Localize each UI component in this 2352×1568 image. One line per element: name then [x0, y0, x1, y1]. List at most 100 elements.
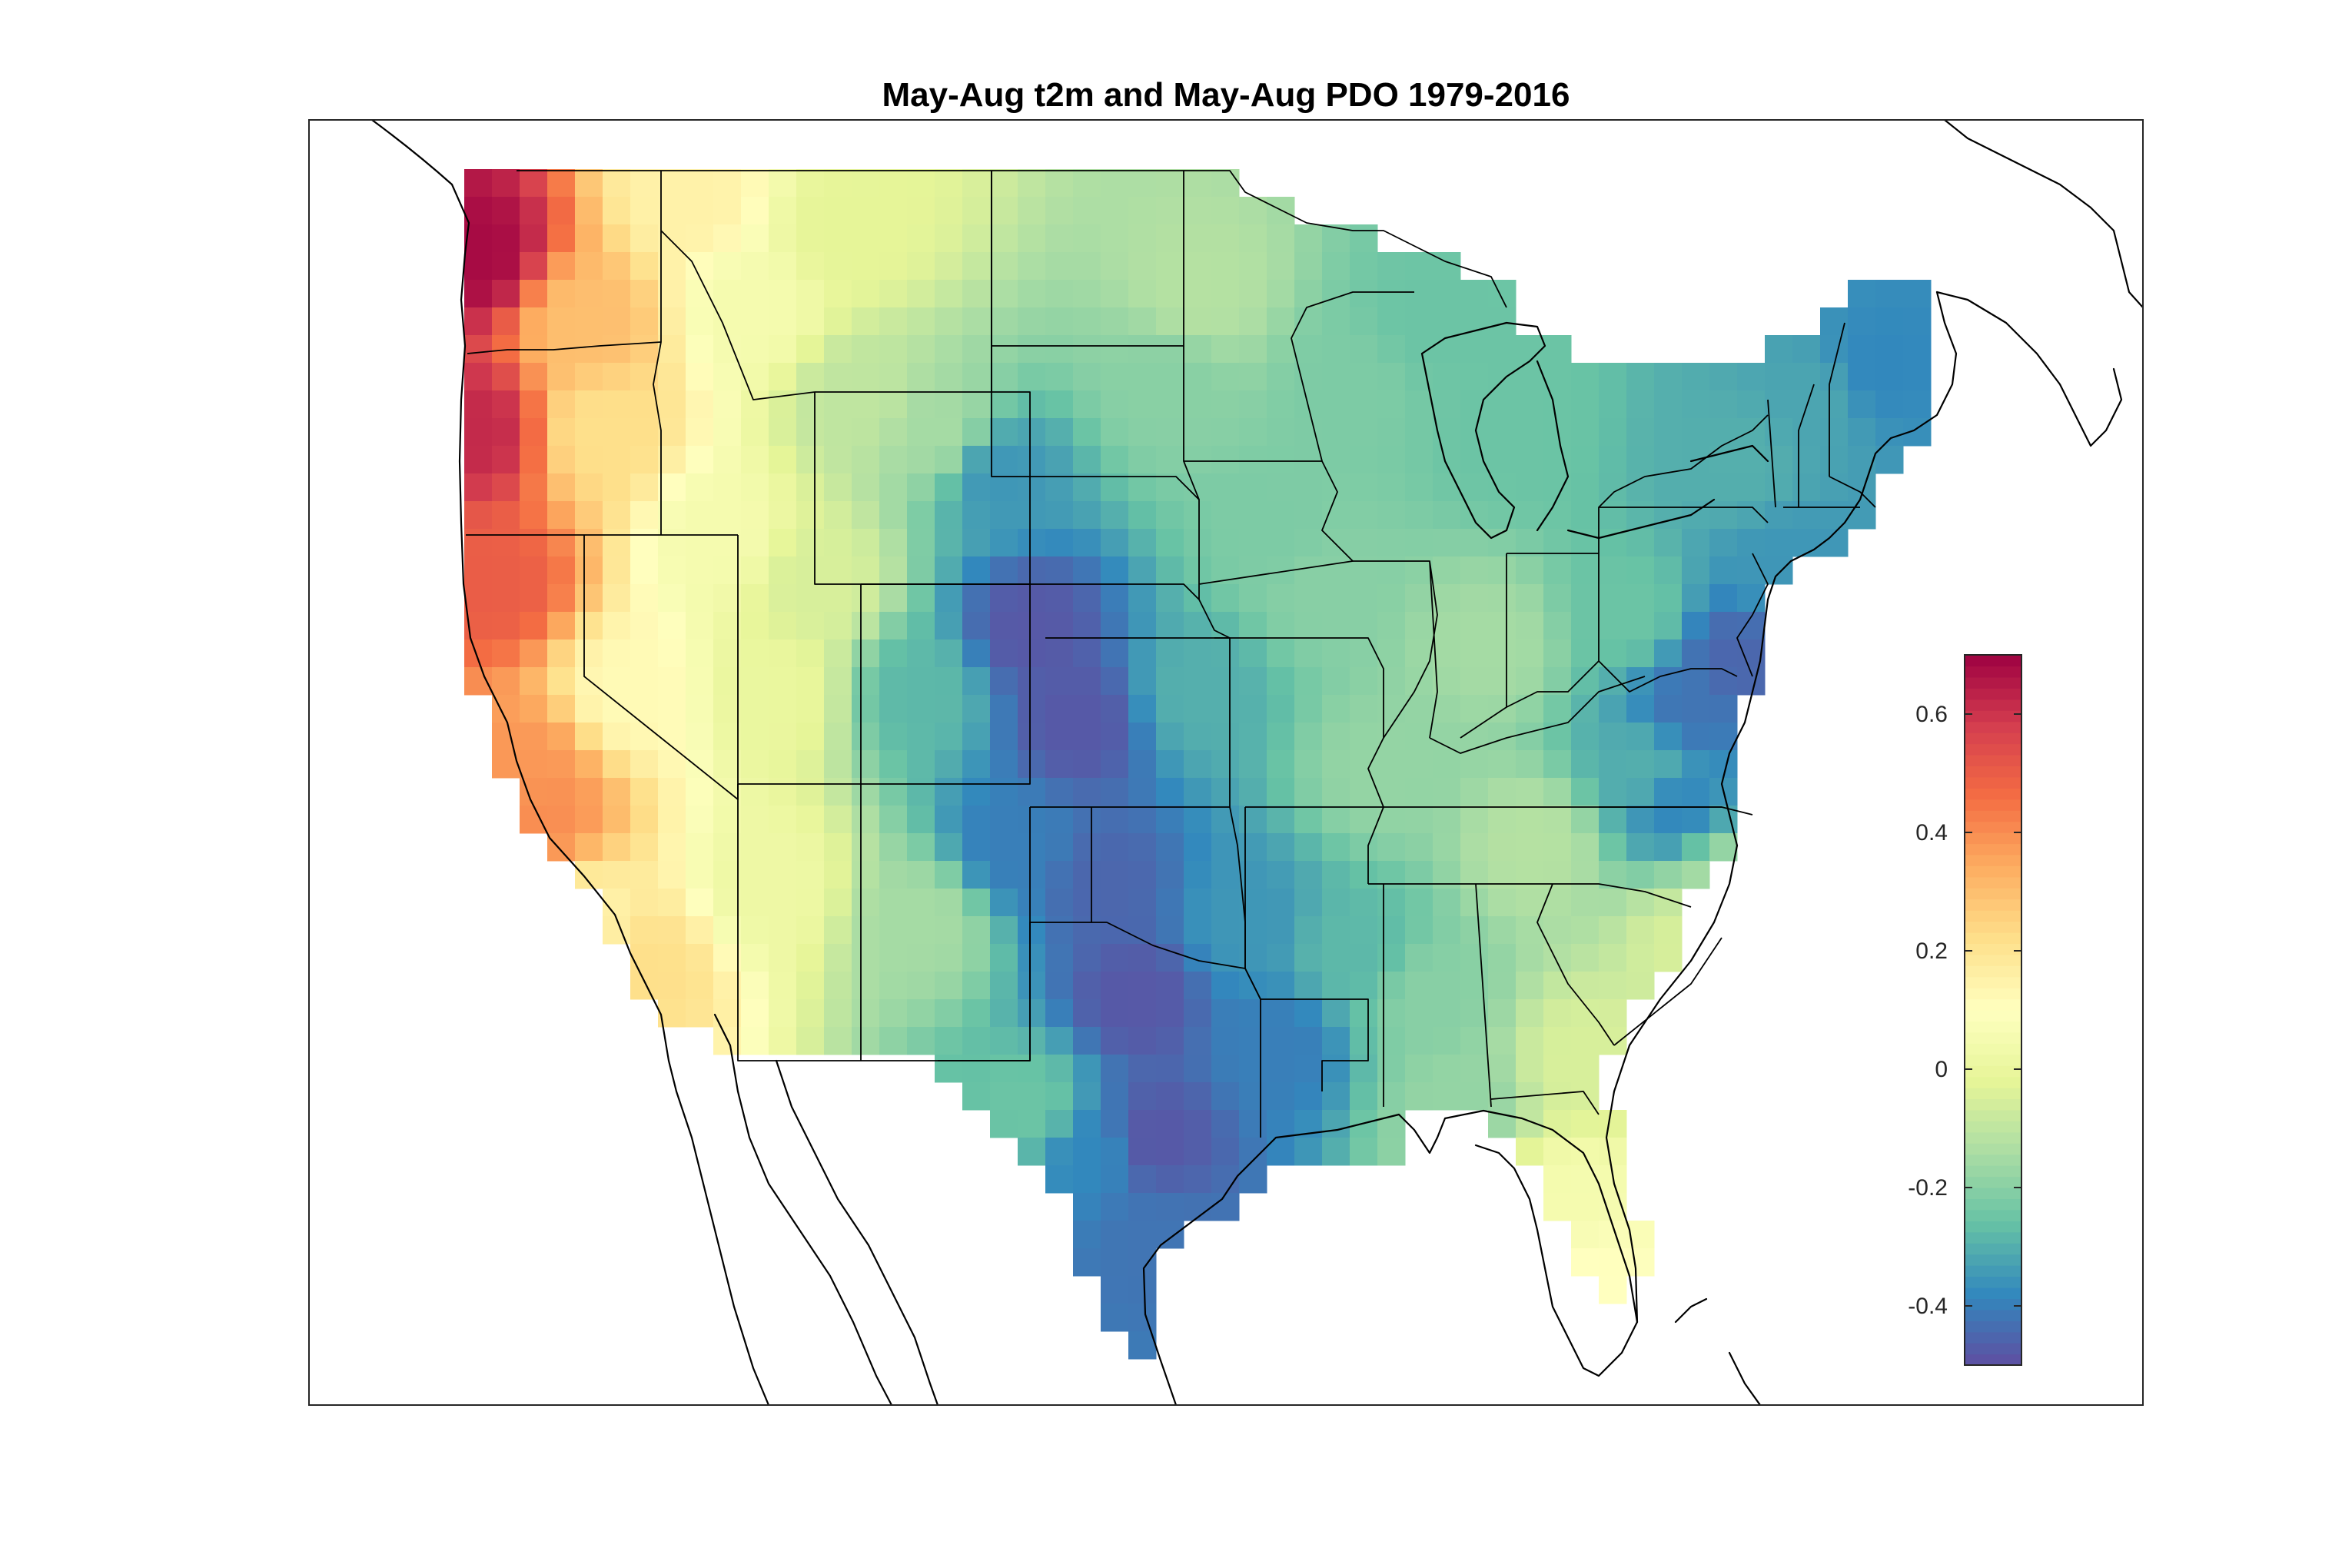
- grid-cell: [769, 418, 797, 447]
- grid-cell: [1239, 473, 1267, 502]
- grid-cell: [1433, 639, 1461, 668]
- grid-cell: [1128, 169, 1157, 198]
- grid-cell: [575, 639, 603, 668]
- grid-cell: [1709, 695, 1738, 723]
- grid-cell: [1018, 1055, 1046, 1083]
- grid-cell: [1073, 861, 1101, 889]
- new-england-boundaries: [1767, 322, 1876, 508]
- grid-cell: [1682, 473, 1710, 502]
- grid-cell: [1405, 252, 1433, 281]
- grid-cell: [962, 695, 991, 723]
- grid-cell: [1184, 944, 1212, 972]
- colorbar-tick-label: 0.6: [1915, 702, 1948, 727]
- grid-cell: [1211, 667, 1240, 696]
- grid-cell: [990, 1110, 1018, 1138]
- grid-cell: [1267, 280, 1295, 308]
- grid-cell: [547, 169, 576, 198]
- grid-cell: [935, 1027, 963, 1055]
- grid-cell: [852, 169, 880, 198]
- arkansas-louisiana-boundaries: [1244, 807, 1369, 1091]
- grid-cell: [520, 695, 548, 723]
- grid-cell: [713, 252, 742, 281]
- grid-cell: [1239, 280, 1267, 308]
- grid-cell: [1211, 1110, 1240, 1138]
- grid-cell: [1018, 1027, 1046, 1055]
- grid-cell: [962, 916, 991, 945]
- grid-cell: [1239, 529, 1267, 557]
- grid-cell: [1322, 556, 1350, 585]
- grid-cell: [1018, 529, 1046, 557]
- grid-cell: [1377, 612, 1406, 640]
- grid-cell: [1156, 861, 1184, 889]
- grid-cell: [1571, 1110, 1600, 1138]
- grid-cell: [1571, 584, 1600, 613]
- grid-cell: [1709, 418, 1738, 447]
- grid-cell: [741, 363, 769, 391]
- grid-cell: [935, 473, 963, 502]
- grid-cell: [1101, 861, 1129, 889]
- grid-cell: [1128, 335, 1157, 364]
- grid-cell: [741, 667, 769, 696]
- grid-cell: [741, 944, 769, 972]
- grid-cell: [1101, 363, 1129, 391]
- grid-cell: [879, 473, 908, 502]
- grid-cell: [1792, 501, 1821, 530]
- grid-cell: [1294, 972, 1323, 1000]
- grid-cell: [852, 612, 880, 640]
- grid-cell: [575, 501, 603, 530]
- grid-cell: [686, 446, 714, 474]
- grid-cell: [1018, 1082, 1046, 1111]
- grid-cell: [1903, 335, 1932, 364]
- grid-cell: [686, 363, 714, 391]
- grid-cell: [935, 916, 963, 945]
- grid-cell: [1377, 529, 1406, 557]
- grid-cell: [1654, 944, 1683, 972]
- grid-cell: [1543, 695, 1572, 723]
- grid-cell: [1239, 806, 1267, 834]
- grid-cell: [1737, 473, 1766, 502]
- grid-cell: [1377, 972, 1406, 1000]
- grid-cell: [1239, 1027, 1267, 1055]
- grid-cell: [630, 972, 659, 1000]
- colorbar-step: [1965, 721, 2021, 733]
- atlantic-coastline: [1605, 291, 1958, 1324]
- grid-cell: [1682, 833, 1710, 862]
- grid-cell: [824, 224, 852, 253]
- grid-cell: [1737, 363, 1766, 391]
- grid-cell: [1350, 612, 1378, 640]
- grid-cell: [824, 307, 852, 336]
- grid-cell: [1018, 723, 1046, 751]
- grid-cell: [1322, 418, 1350, 447]
- grid-cell: [1239, 695, 1267, 723]
- grid-cell: [1599, 612, 1627, 640]
- grid-cell: [1045, 806, 1074, 834]
- grid-cell: [1156, 390, 1184, 419]
- grid-cell: [1211, 999, 1240, 1028]
- grid-cell: [962, 529, 991, 557]
- grid-cell: [1460, 1027, 1489, 1055]
- grid-cell: [464, 556, 493, 585]
- grid-cell: [1516, 723, 1544, 751]
- grid-cell: [1267, 446, 1295, 474]
- grid-cell: [962, 473, 991, 502]
- grid-cell: [1045, 418, 1074, 447]
- grid-cell: [575, 169, 603, 198]
- grid-cell: [1128, 1221, 1157, 1249]
- grid-cell: [464, 252, 493, 281]
- grid-cell: [1322, 806, 1350, 834]
- grid-cell: [1211, 778, 1240, 806]
- grid-cell: [962, 1055, 991, 1083]
- grid-cell: [1045, 778, 1074, 806]
- grid-cell: [1433, 446, 1461, 474]
- grid-cell: [492, 418, 520, 447]
- grid-cell: [741, 806, 769, 834]
- grid-cell: [630, 806, 659, 834]
- colorbar-step: [1965, 888, 2021, 900]
- grid-cell: [1848, 418, 1876, 447]
- grid-cell: [1875, 390, 1904, 419]
- grid-cell: [1405, 390, 1433, 419]
- grid-cell: [1571, 501, 1600, 530]
- grid-cell: [1018, 307, 1046, 336]
- grid-cell: [1322, 944, 1350, 972]
- grid-cell: [935, 750, 963, 779]
